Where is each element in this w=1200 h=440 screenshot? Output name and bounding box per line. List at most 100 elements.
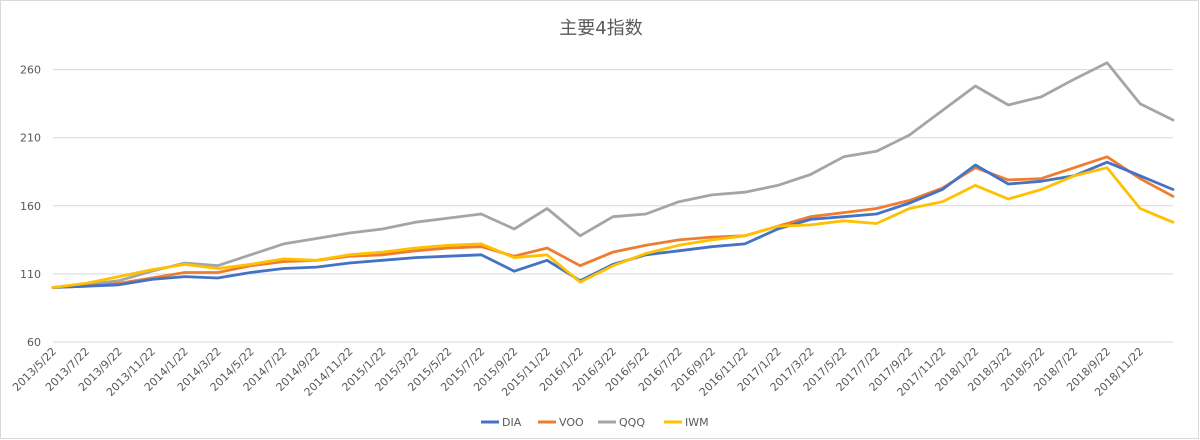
data-point <box>810 218 812 220</box>
data-point <box>151 269 153 271</box>
data-point <box>908 202 911 204</box>
series-line-qqq <box>51 61 1175 289</box>
data-point <box>645 252 647 255</box>
y-axis-ticks: 60 110 160 210 260 <box>20 64 41 349</box>
data-point <box>447 244 449 246</box>
data-point <box>1007 198 1009 200</box>
data-point <box>744 235 746 237</box>
data-point <box>1073 175 1075 177</box>
data-point <box>283 258 285 260</box>
data-point <box>217 265 219 267</box>
legend-item-iwm: IWM <box>664 416 709 429</box>
data-point <box>941 201 944 203</box>
data-point <box>711 194 713 196</box>
data-point <box>1139 207 1141 210</box>
data-point <box>348 232 351 234</box>
data-point <box>1139 175 1141 177</box>
data-point <box>250 271 252 274</box>
data-point <box>184 271 186 274</box>
x-axis-ticks: 2013/5/222013/7/222013/9/222013/11/22201… <box>10 345 1146 399</box>
data-point <box>118 276 120 278</box>
data-point <box>414 221 416 223</box>
legend-item-voo: VOO <box>538 416 584 429</box>
data-point <box>810 224 812 226</box>
y-tick-label: 110 <box>20 268 41 281</box>
legend-item-qqq: QQQ <box>598 416 645 429</box>
data-point <box>1040 178 1042 180</box>
data-point <box>908 134 911 136</box>
data-point <box>52 286 54 289</box>
data-point <box>447 217 449 219</box>
data-point <box>645 244 647 246</box>
data-point <box>184 263 186 265</box>
data-point <box>744 243 746 245</box>
data-point <box>348 262 351 264</box>
data-point <box>711 239 713 241</box>
data-point <box>480 243 482 245</box>
data-point <box>447 247 449 249</box>
y-tick-label: 160 <box>20 200 41 213</box>
data-point <box>480 213 482 215</box>
data-point <box>843 212 845 214</box>
data-point <box>1106 62 1108 64</box>
data-point <box>645 213 647 215</box>
legend-label: VOO <box>559 416 584 429</box>
data-point <box>612 251 614 253</box>
data-point <box>810 216 812 218</box>
legend-label: DIA <box>502 416 522 429</box>
data-point <box>843 220 845 222</box>
data-point <box>85 282 87 284</box>
legend: DIA VOO QQQ IWM <box>481 416 709 429</box>
data-point <box>974 167 977 169</box>
data-point <box>1139 103 1141 105</box>
data-point <box>414 257 416 259</box>
data-point <box>414 247 416 249</box>
data-point <box>1106 156 1108 158</box>
data-point <box>810 173 812 176</box>
data-point <box>381 228 383 230</box>
data-point <box>1007 104 1009 106</box>
data-point <box>777 184 779 186</box>
data-point <box>678 250 680 252</box>
data-point <box>546 207 548 210</box>
data-point <box>579 265 581 267</box>
chart-title: 主要4指数 <box>559 18 642 39</box>
data-point <box>250 254 252 256</box>
data-point <box>1007 179 1009 181</box>
data-point <box>875 213 878 215</box>
data-point <box>513 228 515 230</box>
data-point <box>1139 178 1141 180</box>
legend-item-dia: DIA <box>481 416 522 429</box>
data-point <box>843 156 845 158</box>
data-point <box>744 191 746 193</box>
data-point <box>414 250 416 252</box>
data-point <box>217 267 219 270</box>
data-point <box>381 254 383 256</box>
grid-lines <box>53 69 1173 343</box>
series-iwm <box>51 166 1175 289</box>
data-point <box>711 246 713 248</box>
data-point <box>612 216 614 218</box>
data-point <box>348 254 351 256</box>
data-point <box>777 225 779 227</box>
data-point <box>843 216 845 218</box>
y-tick-label: 260 <box>20 64 41 77</box>
data-point <box>1007 183 1009 185</box>
data-point <box>974 184 977 186</box>
data-point <box>612 265 614 267</box>
series-line-iwm <box>51 166 1175 289</box>
y-tick-label: 210 <box>20 132 41 145</box>
data-point <box>974 164 977 166</box>
data-point <box>283 243 285 245</box>
data-point <box>184 276 186 278</box>
data-point <box>678 244 680 246</box>
data-point <box>678 239 680 241</box>
data-point <box>1172 221 1174 223</box>
data-point <box>447 255 449 257</box>
data-point <box>1073 167 1075 169</box>
data-point <box>217 277 219 279</box>
data-point <box>315 259 318 261</box>
data-point <box>118 280 120 282</box>
